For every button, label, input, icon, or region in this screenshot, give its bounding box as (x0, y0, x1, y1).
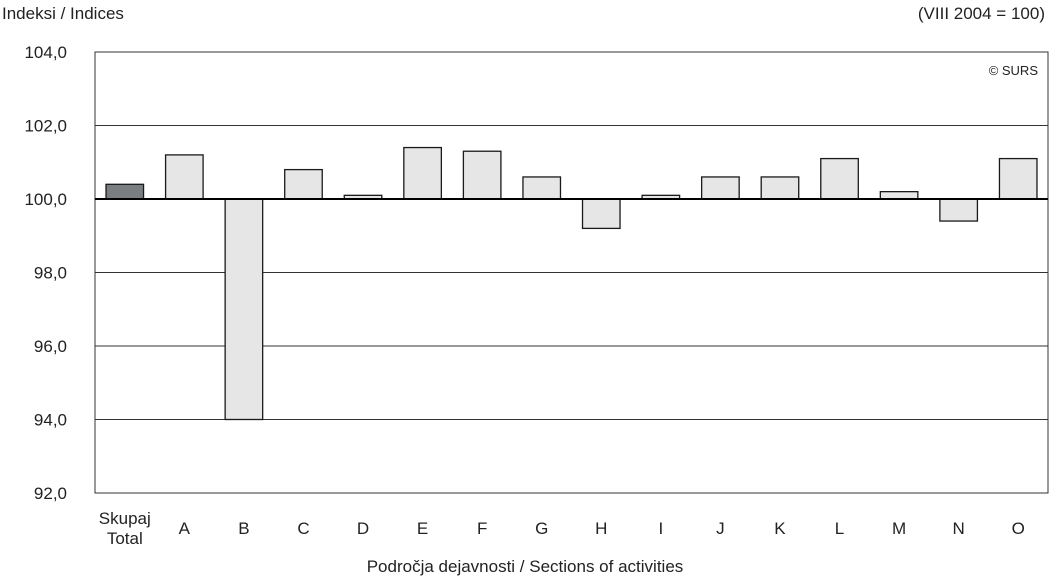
category-label: J (716, 519, 725, 538)
y-tick-label: 100,0 (24, 190, 67, 209)
category-label: H (595, 519, 607, 538)
copyright-watermark: © SURS (989, 63, 1039, 78)
bar-j (700, 176, 740, 200)
bar-m (879, 190, 919, 200)
y-axis-title: Indeksi / Indices (2, 4, 124, 23)
bar-k (760, 176, 800, 200)
category-label: N (953, 519, 965, 538)
bar-b (224, 198, 264, 421)
category-label: G (535, 519, 548, 538)
bar-h (581, 198, 621, 230)
bar-total (105, 183, 145, 200)
y-tick-label: 98,0 (34, 264, 67, 283)
category-label: E (417, 519, 428, 538)
category-label: F (477, 519, 487, 538)
base-period-note: (VIII 2004 = 100) (917, 4, 1045, 23)
y-tick-label: 92,0 (34, 484, 67, 503)
bar-a (164, 154, 204, 200)
y-tick-label: 94,0 (34, 411, 67, 430)
category-label: D (357, 519, 369, 538)
bar-o (998, 157, 1038, 200)
category-label: C (297, 519, 309, 538)
category-label: A (179, 519, 191, 538)
plot-frame (94, 51, 1049, 494)
category-label: M (892, 519, 906, 538)
category-label: O (1012, 519, 1025, 538)
category-labels: Skupaj Total A B C D E F G H I J K L M N O (99, 509, 1025, 548)
bar-g (522, 176, 562, 200)
category-label: I (658, 519, 663, 538)
bar-f (462, 150, 502, 200)
bar-e (403, 146, 443, 200)
bar-l (820, 157, 859, 200)
y-tick-label: 102,0 (24, 117, 67, 136)
x-axis-title: Področja dejavnosti / Sections of activi… (366, 557, 684, 576)
bar-n (939, 198, 979, 222)
category-label: B (238, 519, 249, 538)
category-label: L (835, 519, 844, 538)
category-label: K (774, 519, 786, 538)
y-tick-label: 96,0 (34, 337, 67, 356)
y-tick-labels: 104,0 102,0 100,0 98,0 96,0 94,0 92,0 (24, 43, 67, 503)
category-label: Skupaj Total (99, 509, 151, 548)
y-tick-label: 104,0 (24, 43, 67, 62)
bars (105, 146, 1038, 421)
bar-c (284, 168, 323, 200)
